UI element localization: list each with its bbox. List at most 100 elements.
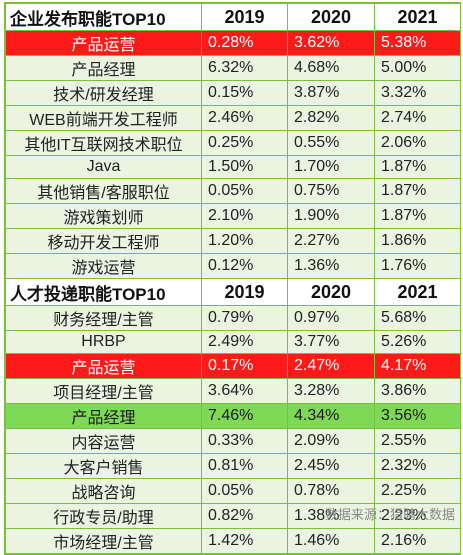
share-value: 0.15% [201,80,288,106]
table-row: 游戏运营 0.12% 1.36% 1.76% [5,253,461,279]
share-value: 0.05% [201,178,288,204]
share-value: 2.25% [374,478,461,504]
table-row: 战略咨询 0.05% 0.78% 2.25% [5,478,461,504]
share-value: 0.75% [287,178,375,204]
share-value: 2.47% [287,353,375,379]
table-row: HRBP 2.49% 3.77% 5.26% [5,330,461,354]
job-function-label: 财务经理/主管 [5,305,202,331]
share-value: 0.55% [287,130,375,156]
share-value: 3.64% [201,378,288,404]
share-value: 1.36% [287,253,375,279]
share-value: 5.38% [374,30,461,56]
share-value: 0.33% [201,428,288,454]
job-function-label: 产品经理 [5,55,202,81]
table-row: 项目经理/主管 3.64% 3.28% 3.86% [5,378,461,404]
share-value: 0.79% [201,305,288,331]
table-row: 产品运营 0.28% 3.62% 5.38% [5,30,461,56]
share-value: 3.86% [374,378,461,404]
table-row: 产品运营 0.17% 2.47% 4.17% [5,353,461,379]
table2-year-header: 2019 [201,278,288,306]
share-value: 1.90% [287,203,375,229]
share-value: 2.74% [374,105,461,131]
table-row: WEB前端开发工程师 2.46% 2.82% 2.74% [5,105,461,131]
share-value: 4.34% [287,403,375,429]
share-value: 0.97% [287,305,375,331]
job-function-label: 其他IT互联网技术职位 [5,130,202,156]
share-value: 3.32% [374,80,461,106]
job-function-label: 大客户销售 [5,453,202,479]
table2-title: 人才投递职能TOP10 [5,278,202,306]
job-function-label: HRBP [5,330,202,354]
ranking-tables: 企业发布职能TOP10 2019 2020 2021 产品运营 0.28% 3.62% 5.3… [4,2,461,555]
table-row: 产品经理 6.32% 4.68% 5.00% [5,55,461,81]
table-row: 市场经理/主管 1.42% 1.46% 2.16% [5,528,461,554]
table1-year-header: 2021 [374,3,461,31]
share-value: 0.25% [201,130,288,156]
share-value: 0.82% [201,503,288,529]
share-value: 1.46% [287,528,375,554]
job-function-label: 其他销售/客服职位 [5,178,202,204]
table1-year-header: 2020 [287,3,375,31]
table-row: 行政专员/助理 0.82% 1.38% 2.23% [5,503,461,529]
table-row: 技术/研发经理 0.15% 3.87% 3.32% [5,80,461,106]
job-function-label: 项目经理/主管 [5,378,202,404]
share-value: 2.32% [374,453,461,479]
share-value: 0.78% [287,478,375,504]
share-value: 3.62% [287,30,375,56]
share-value: 1.87% [374,155,461,179]
table2-header-row: 人才投递职能TOP10 2019 2020 2021 [5,278,461,306]
job-function-label: 产品运营 [5,30,202,56]
share-value: 2.23% [374,503,461,529]
share-value: 2.16% [374,528,461,554]
table-row: 大客户销售 0.81% 2.45% 2.32% [5,453,461,479]
table2-year-header: 2021 [374,278,461,306]
table-row: 产品经理 7.46% 4.34% 3.56% [5,403,461,429]
table1-header-row: 企业发布职能TOP10 2019 2020 2021 [5,3,461,31]
share-value: 3.87% [287,80,375,106]
job-function-table: 企业发布职能TOP10 2019 2020 2021 产品运营 0.28% 3.62% 5.3… [5,3,461,554]
job-function-label: 产品经理 [5,403,202,429]
share-value: 2.27% [287,228,375,254]
share-value: 2.10% [201,203,288,229]
job-function-label: 战略咨询 [5,478,202,504]
job-function-label: 产品运营 [5,353,202,379]
share-value: 1.76% [374,253,461,279]
share-value: 5.26% [374,330,461,354]
job-function-label: WEB前端开发工程师 [5,105,202,131]
share-value: 5.68% [374,305,461,331]
share-value: 0.05% [201,478,288,504]
share-value: 6.32% [201,55,288,81]
table1-title: 企业发布职能TOP10 [5,3,202,31]
share-value: 1.87% [374,178,461,204]
job-function-label: 移动开发工程师 [5,228,202,254]
share-value: 4.68% [287,55,375,81]
share-value: 7.46% [201,403,288,429]
share-value: 1.86% [374,228,461,254]
share-value: 3.56% [374,403,461,429]
share-value: 2.06% [374,130,461,156]
share-value: 4.17% [374,353,461,379]
job-function-label: Java [5,155,202,179]
share-value: 1.50% [201,155,288,179]
table-row: 移动开发工程师 1.20% 2.27% 1.86% [5,228,461,254]
table-row: 其他IT互联网技术职位 0.25% 0.55% 2.06% [5,130,461,156]
job-function-label: 技术/研发经理 [5,80,202,106]
table-row: Java 1.50% 1.70% 1.87% [5,155,461,179]
share-value: 0.17% [201,353,288,379]
table-row: 内容运营 0.33% 2.09% 2.55% [5,428,461,454]
share-value: 5.00% [374,55,461,81]
table-row: 游戏策划师 2.10% 1.90% 1.87% [5,203,461,229]
share-value: 2.45% [287,453,375,479]
share-value: 2.82% [287,105,375,131]
share-value: 2.46% [201,105,288,131]
share-value: 1.42% [201,528,288,554]
table2-year-header: 2020 [287,278,375,306]
source-note: 数据来源：猎聘大数据 [324,507,455,522]
share-value: 2.09% [287,428,375,454]
table-row: 财务经理/主管 0.79% 0.97% 5.68% [5,305,461,331]
share-value: 3.77% [287,330,375,354]
job-function-label: 市场经理/主管 [5,528,202,554]
share-value: 3.28% [287,378,375,404]
job-function-label: 内容运营 [5,428,202,454]
share-value: 0.28% [201,30,288,56]
